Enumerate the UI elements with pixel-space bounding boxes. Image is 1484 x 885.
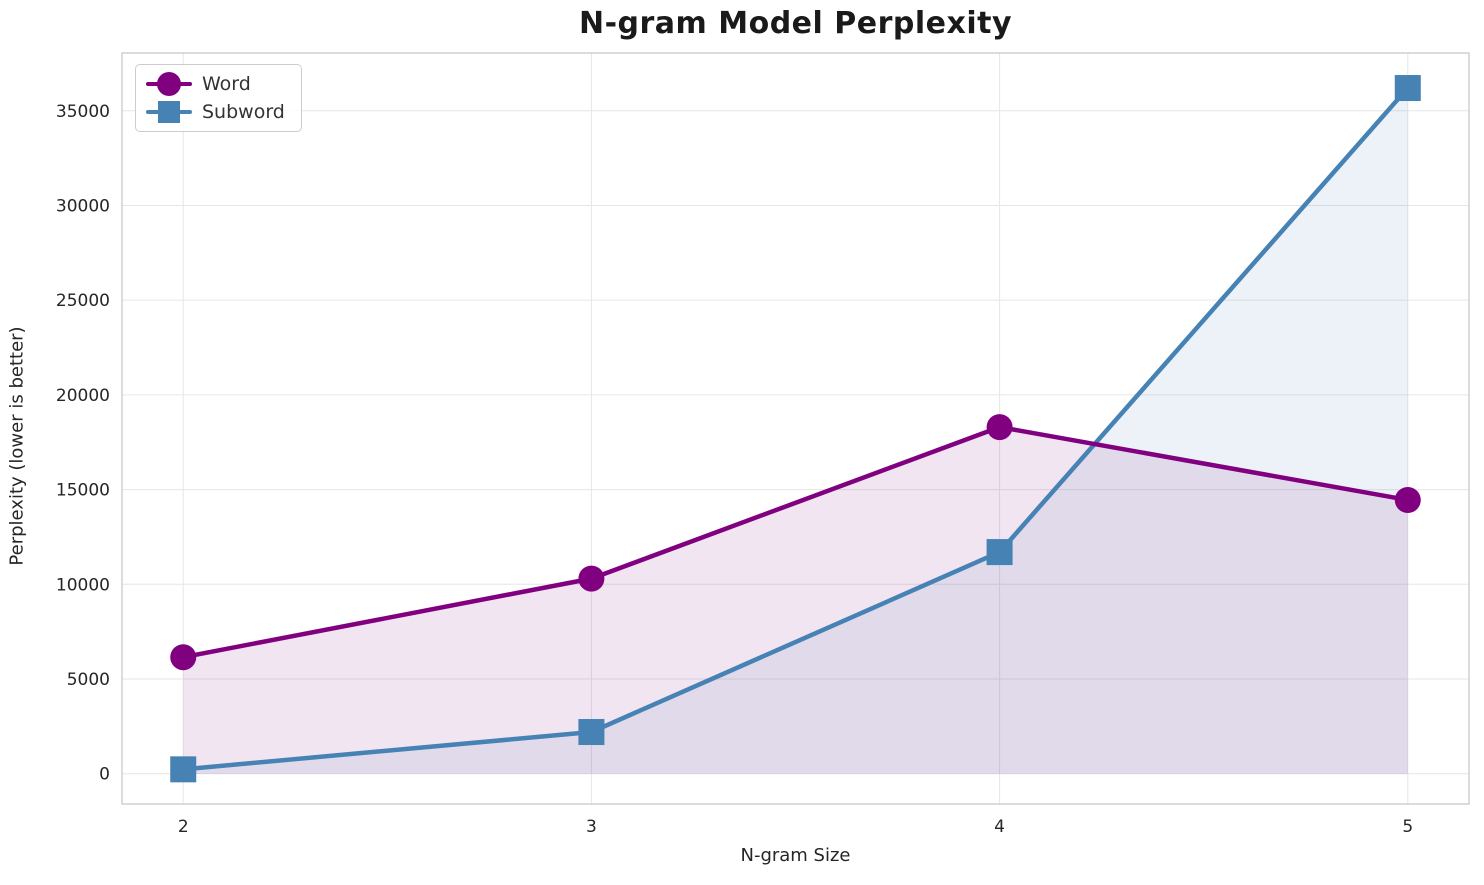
data-point-word <box>986 414 1013 441</box>
y-tick-label: 0 <box>99 765 110 785</box>
subword-marker-icon <box>158 101 180 123</box>
x-tick-label: 3 <box>586 817 597 837</box>
y-tick-label: 10000 <box>56 575 110 595</box>
data-point-word <box>1394 487 1421 514</box>
axes-spines <box>121 52 1470 805</box>
y-tick-label: 20000 <box>56 386 110 406</box>
y-axis-label: Perplexity (lower is better) <box>6 326 28 566</box>
data-point-word <box>578 565 605 592</box>
x-axis-label: N-gram Size <box>740 845 851 866</box>
subword-square-marker-icon <box>146 99 192 125</box>
data-point-subword <box>170 756 197 783</box>
data-point-subword <box>986 539 1013 566</box>
chart-title: N-gram Model Perplexity <box>578 6 1013 41</box>
y-tick-label: 15000 <box>56 481 110 501</box>
series-line-word <box>180 424 1411 660</box>
x-tick-label: 4 <box>994 817 1005 837</box>
data-point-subword <box>578 719 605 746</box>
legend-item-subword: Subword <box>146 99 289 125</box>
word-circle-marker-icon <box>146 71 192 97</box>
y-tick-label: 5000 <box>67 670 110 690</box>
y-tick-label: 25000 <box>56 291 110 311</box>
legend-item-word: Word <box>146 71 289 97</box>
y-tick-label: 35000 <box>56 102 110 122</box>
y-tick-label: 30000 <box>56 196 110 216</box>
series-fill-subword <box>183 88 1408 774</box>
x-tick-label: 2 <box>178 817 189 837</box>
data-point-word <box>170 644 197 671</box>
legend-label-subword: Subword <box>202 100 285 123</box>
data-point-subword <box>1394 75 1421 102</box>
legend-label-word: Word <box>202 72 251 95</box>
word-marker-icon <box>157 72 181 96</box>
series-fill-word <box>183 427 1408 774</box>
legend: Word Subword <box>135 64 302 132</box>
series-line-subword <box>180 85 1411 772</box>
x-tick-label: 5 <box>1402 817 1413 837</box>
